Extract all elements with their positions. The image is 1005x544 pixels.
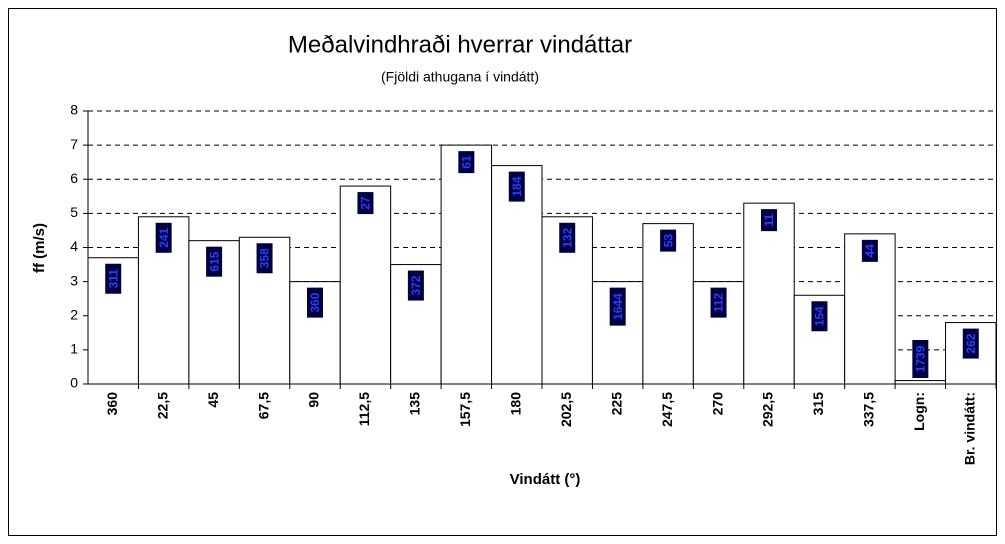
x-axis-label: Vindátt (°) — [510, 471, 581, 488]
x-tick-label: 112,5 — [356, 392, 372, 426]
data-label-box — [206, 246, 223, 277]
x-tick-label: 135 — [407, 392, 423, 416]
x-tick-label: 202,5 — [558, 392, 574, 427]
data-label: 132 — [560, 227, 574, 247]
x-tick-label: 247,5 — [659, 392, 675, 427]
data-label-box — [761, 209, 777, 232]
data-label: 262 — [964, 333, 978, 353]
data-label: 241 — [157, 227, 171, 247]
y-tick-label: 5 — [70, 204, 78, 220]
data-label: 360 — [308, 292, 322, 312]
y-tick-label: 6 — [70, 170, 78, 186]
bar — [894, 380, 947, 385]
data-label-box — [660, 229, 677, 252]
y-axis-label: ff (m/s) — [31, 223, 48, 273]
data-label-box — [407, 270, 424, 301]
data-label: 358 — [258, 248, 272, 268]
data-label: 27 — [359, 196, 373, 210]
data-label: 372 — [409, 275, 423, 295]
data-label: 311 — [106, 269, 120, 289]
data-label-box — [508, 171, 525, 202]
data-label-box — [609, 287, 626, 326]
data-label: 44 — [863, 244, 877, 258]
x-tick-label: Logn: — [911, 392, 927, 431]
bar — [440, 144, 493, 385]
data-label: 53 — [661, 234, 675, 248]
data-label-box — [912, 340, 929, 378]
x-tick-label: 22,5 — [154, 392, 170, 419]
x-tick-label: 180 — [507, 392, 523, 416]
bar — [743, 202, 795, 385]
x-tick-label: 67,5 — [255, 392, 271, 419]
x-tick-label: 360 — [104, 392, 120, 416]
x-tick-label: 90 — [306, 392, 322, 408]
data-label-box — [861, 239, 878, 262]
data-label: 112 — [712, 293, 726, 313]
chart-subtitle: (Fjöldi athugana í vindátt) — [381, 69, 539, 85]
y-tick-label: 7 — [70, 136, 78, 152]
data-label: 11 — [762, 213, 776, 226]
data-label-box — [105, 263, 122, 294]
y-tick-label: 1 — [70, 341, 78, 357]
x-tick-label: Br. vindátt: — [961, 392, 977, 465]
y-tick-label: 2 — [70, 306, 78, 322]
data-label: 154 — [813, 306, 827, 326]
data-label: 184 — [510, 176, 524, 196]
x-tick-label: 292,5 — [760, 392, 776, 427]
x-tick-label: 270 — [709, 392, 725, 416]
data-label-box — [811, 301, 828, 332]
data-label-box — [458, 151, 475, 174]
data-label-box — [962, 328, 979, 359]
data-label: 1644 — [611, 293, 625, 320]
x-tick-label: 337,5 — [861, 392, 877, 427]
data-label-box — [307, 287, 323, 318]
y-tick-label: 0 — [70, 375, 78, 391]
x-tick-label: 45 — [205, 392, 221, 408]
data-label: 61 — [460, 155, 474, 169]
bar — [339, 185, 392, 385]
data-label-box — [256, 243, 273, 274]
data-label-box — [357, 192, 374, 215]
data-label: 1739 — [914, 345, 928, 372]
y-tick-label: 8 — [70, 102, 78, 118]
data-label-box — [559, 222, 576, 253]
x-tick-label: 225 — [608, 392, 624, 416]
x-tick-label: 157,5 — [457, 392, 473, 427]
chart-title: Meðalvindhraði hverrar vindáttar — [288, 31, 632, 58]
data-label: 615 — [207, 251, 221, 271]
x-tick-label: 315 — [810, 392, 826, 416]
data-label-box — [710, 287, 727, 318]
y-tick-label: 4 — [70, 238, 78, 254]
data-label-box — [155, 222, 172, 253]
y-tick-label: 3 — [70, 272, 78, 288]
